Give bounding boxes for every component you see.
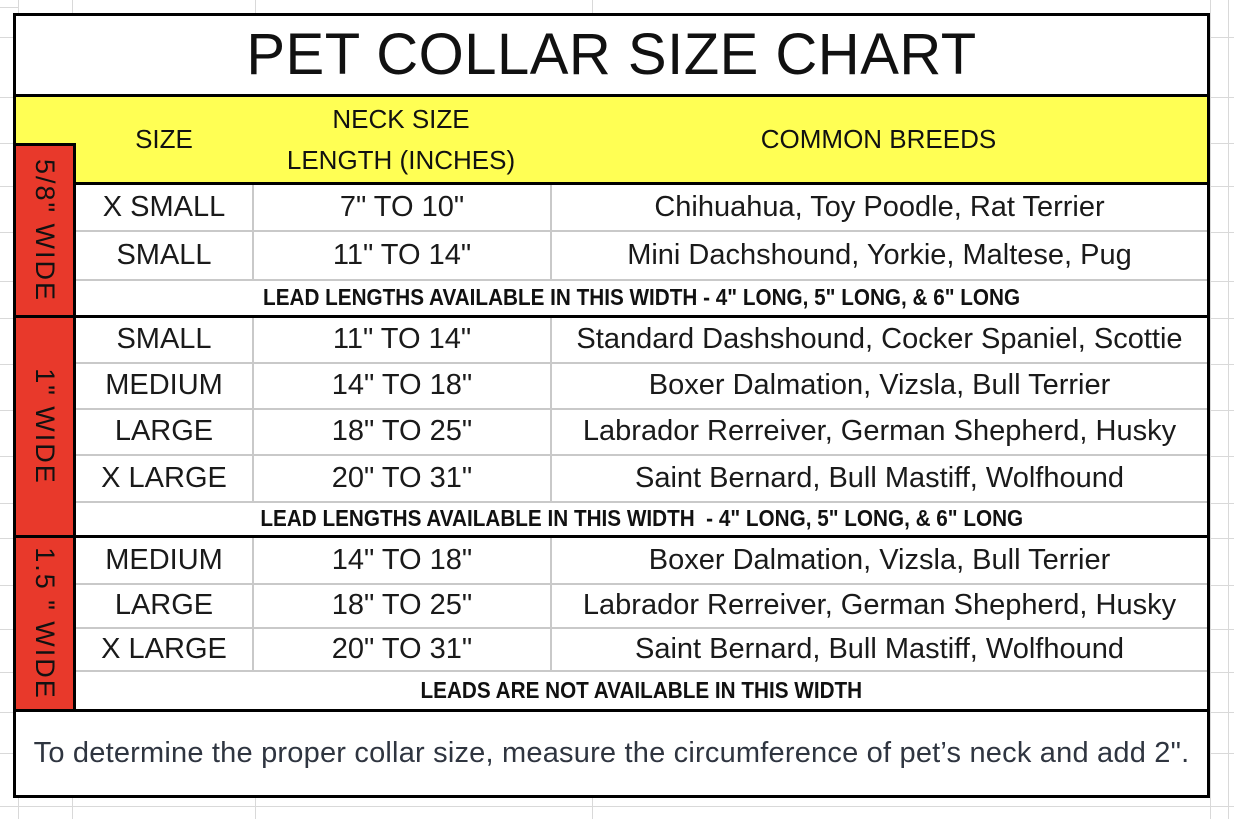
header-neck-line2: LENGTH (INCHES)	[286, 144, 516, 175]
cell-neck: 20" TO 31"	[252, 456, 550, 503]
header-neck-line1: NECK SIZE	[332, 104, 470, 135]
section-lead-note: LEAD LENGTHS AVAILABLE IN THIS WIDTH - 4…	[76, 503, 1207, 538]
cell-neck: 11" TO 14"	[252, 318, 550, 364]
width-label-1-5-wide: 1.5 " WIDE	[16, 538, 76, 712]
measuring-instruction: To determine the proper collar size, mea…	[33, 736, 1190, 769]
cell-size: X LARGE	[76, 629, 252, 672]
header-neck-size: NECK SIZE LENGTH (INCHES)	[252, 97, 550, 185]
cell-neck: 7" TO 10"	[252, 185, 550, 232]
cell-breeds: Standard Dashshound, Cocker Spaniel, Sco…	[550, 318, 1207, 364]
header-size: SIZE	[76, 97, 252, 185]
cell-breeds: Saint Bernard, Bull Mastiff, Wolfhound	[550, 629, 1207, 672]
cell-size: SMALL	[76, 318, 252, 364]
cell-breeds: Chihuahua, Toy Poodle, Rat Terrier	[550, 185, 1207, 232]
cell-neck: 14" TO 18"	[252, 538, 550, 585]
cell-breeds: Saint Bernard, Bull Mastiff, Wolfhound	[550, 456, 1207, 503]
page-title: PET COLLAR SIZE CHART	[16, 16, 1207, 97]
cell-size: X LARGE	[76, 456, 252, 503]
section-lead-note: LEADS ARE NOT AVAILABLE IN THIS WIDTH	[76, 672, 1207, 712]
cell-size: X SMALL	[76, 185, 252, 232]
cell-neck: 20" TO 31"	[252, 629, 550, 672]
cell-neck: 14" TO 18"	[252, 364, 550, 410]
cell-neck: 18" TO 25"	[252, 585, 550, 629]
cell-breeds: Boxer Dalmation, Vizsla, Bull Terrier	[550, 538, 1207, 585]
cell-breeds: Labrador Rerreiver, German Shepherd, Hus…	[550, 585, 1207, 629]
width-label-5-8-wide: 5/8" WIDE	[16, 143, 76, 318]
size-chart-table: PET COLLAR SIZE CHART SIZE NECK SIZE LEN…	[13, 13, 1210, 798]
cell-neck: 11" TO 14"	[252, 232, 550, 281]
cell-size: LARGE	[76, 585, 252, 629]
cell-size: LARGE	[76, 410, 252, 456]
cell-breeds: Boxer Dalmation, Vizsla, Bull Terrier	[550, 364, 1207, 410]
width-label-1-wide: 1" WIDE	[16, 318, 76, 538]
header-corner-cell	[16, 97, 76, 143]
header-common-breeds: COMMON BREEDS	[550, 97, 1207, 185]
cell-size: MEDIUM	[76, 538, 252, 585]
cell-breeds: Mini Dachshound, Yorkie, Maltese, Pug	[550, 232, 1207, 281]
cell-size: MEDIUM	[76, 364, 252, 410]
cell-breeds: Labrador Rerreiver, German Shepherd, Hus…	[550, 410, 1207, 456]
cell-size: SMALL	[76, 232, 252, 281]
section-lead-note: LEAD LENGTHS AVAILABLE IN THIS WIDTH - 4…	[76, 281, 1207, 318]
cell-neck: 18" TO 25"	[252, 410, 550, 456]
